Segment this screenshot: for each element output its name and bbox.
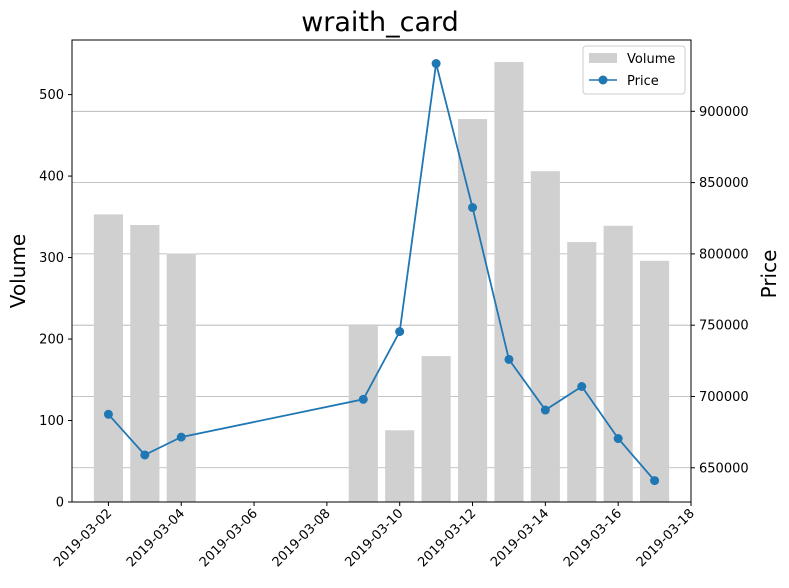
y-right-tick-label: 900000 [699,105,749,120]
y-left-tick-label: 100 [39,414,64,429]
price-line [107,63,656,482]
volume-bar [130,224,160,503]
price-point [395,327,405,337]
chart-title: wraith_card [301,7,459,38]
volume-bar [93,214,123,503]
line-layer [103,59,660,486]
volume-bar [421,356,451,502]
price-point [504,354,514,364]
volume-bar [603,225,633,502]
legend-label-price: Price [627,74,659,89]
volume-bar [530,171,560,502]
volume-bar [348,324,378,502]
y-right-tick-label: 850000 [699,176,749,191]
price-point [358,394,368,404]
volume-bar [494,62,524,502]
y-axis-right: 650000 700000 750000 800000 850000 900000 [691,105,749,476]
price-point [540,405,550,415]
price-point [140,450,150,460]
y-axis-left-title: Volume [6,234,30,308]
price-point [468,203,478,213]
volume-bar [567,242,597,502]
y-right-tick-label: 750000 [699,319,749,334]
y-left-tick-label: 0 [56,496,64,511]
legend-marker-price [598,75,608,85]
price-point [650,476,660,486]
plot-frame [71,39,692,503]
y-left-tick-label: 200 [39,333,64,348]
price-point [431,59,441,69]
volume-bar [640,260,670,502]
price-point [176,432,186,442]
y-right-tick-label: 700000 [699,390,749,405]
price-point [613,434,623,444]
volume-bar [457,119,488,502]
price-point [577,382,587,391]
volume-bar [385,430,415,502]
y-axis-left: 0 100 200 300 400 500 [39,88,72,511]
legend-label-volume: Volume [627,52,675,67]
y-left-tick-label: 300 [39,251,64,266]
volume-bar [166,253,196,502]
legend-swatch-volume [589,53,617,63]
y-right-tick-label: 650000 [699,461,749,476]
legend: Volume Price [582,45,686,95]
y-axis-right-title: Price [757,250,781,299]
y-right-tick-label: 800000 [699,247,749,262]
y-left-tick-label: 400 [39,170,64,185]
y-left-tick-label: 500 [39,88,64,103]
price-point [103,409,113,419]
